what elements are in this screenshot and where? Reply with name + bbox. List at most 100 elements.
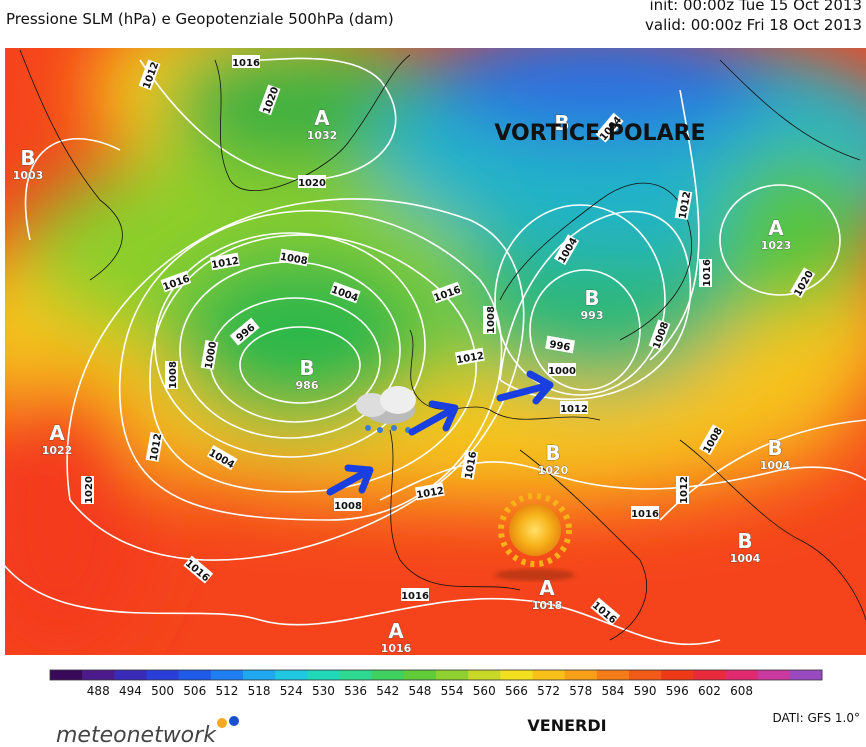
- isobar-label-box: [165, 361, 178, 389]
- isobar-label-text: 1012: [679, 476, 690, 504]
- isobar-label-box: [209, 252, 240, 271]
- isobar-label: 1016: [401, 588, 429, 602]
- colorbar-tick-label: 590: [634, 684, 657, 698]
- colorbar-tick-label: 596: [666, 684, 689, 698]
- colorbar-tick-label: 566: [505, 684, 528, 698]
- center-symbol: A: [768, 216, 784, 240]
- colorbar-segment: [82, 670, 115, 680]
- isobar-label: 1020: [298, 175, 326, 189]
- isobar-label-box: [206, 444, 238, 471]
- colorbar-tick-label: 560: [473, 684, 496, 698]
- center-pressure: 1016: [381, 642, 412, 655]
- colorbar-segment: [275, 670, 308, 680]
- brand: meteonetwork: [56, 723, 217, 747]
- isobar-label-text: 1000: [204, 341, 220, 370]
- isobar-label: 1000: [548, 363, 576, 377]
- colorbar-segment: [661, 670, 694, 680]
- isobar-label: 1008: [165, 361, 179, 389]
- colorbar-tick-label: 554: [441, 684, 464, 698]
- colorbar-segment: [339, 670, 373, 680]
- isobar-label-text: 1012: [678, 191, 694, 220]
- center-pressure: 1023: [761, 239, 792, 252]
- isobar-label-text: 1016: [631, 509, 659, 520]
- colorbar-segment: [436, 670, 469, 680]
- sun-icon: [495, 493, 575, 581]
- colorbar-tick-label: 512: [215, 684, 238, 698]
- isobar-label-text: 1016: [464, 451, 480, 480]
- center-symbol: B: [584, 286, 599, 310]
- isobar-label-box: [454, 347, 485, 366]
- isobar-label-box: [401, 588, 429, 601]
- isobar-label: 1012: [209, 252, 240, 272]
- center-symbol: B: [20, 146, 35, 170]
- colorbar-segment: [789, 670, 823, 680]
- isobar-label-box: [200, 339, 219, 370]
- center-symbol: B: [299, 356, 314, 380]
- isobar-label-text: 1012: [211, 256, 240, 272]
- isobar-label-box: [676, 476, 689, 504]
- isobar-label-text: 1008: [279, 252, 308, 268]
- map: B1003A1032BB986A1022B993A1023B1004B1020B…: [5, 48, 866, 655]
- isobar-label-text: 1012: [560, 404, 588, 415]
- isobar-label-box: [460, 449, 479, 480]
- isobar-label: 1012: [145, 431, 165, 462]
- isobar-label-box: [298, 175, 326, 188]
- isobar-label: 1016: [232, 55, 260, 69]
- brand-dots: [217, 716, 239, 728]
- center-pressure: 1032: [307, 129, 338, 142]
- isobar-label-box: [631, 506, 659, 519]
- isobar-label: 1012: [676, 476, 690, 504]
- colorbar-segment: [243, 670, 276, 680]
- init-time: init: 00:00z Tue 15 Oct 2013: [649, 0, 862, 14]
- isobar-label-box: [138, 59, 161, 91]
- isobar-label-text: 1012: [149, 433, 165, 462]
- isobar-label: 1012: [674, 189, 694, 220]
- center-pressure: 1003: [13, 169, 44, 182]
- colorbar-tick-label: 548: [408, 684, 431, 698]
- isobar-label-text: 1012: [456, 351, 485, 367]
- isobar-label-box: [431, 281, 463, 304]
- center-pressure: 1004: [730, 552, 761, 565]
- isobar-label-box: [545, 335, 576, 354]
- isobar-label: 1020: [81, 476, 95, 504]
- isobar-label-box: [560, 401, 588, 414]
- colorbar-segment: [114, 670, 147, 680]
- colorbar-segment: [500, 670, 533, 680]
- colorbar-tick-label: 530: [312, 684, 335, 698]
- colorbar-tick-label: 494: [119, 684, 142, 698]
- colorbar-tick-label: 500: [151, 684, 174, 698]
- isobar-label-box: [232, 55, 260, 68]
- isobar-label-text: 1016: [401, 591, 429, 602]
- isobar-label-text: 1020: [298, 178, 326, 189]
- center-symbol: A: [49, 421, 65, 445]
- coastlines: [19, 49, 866, 641]
- wind-arrows: [326, 370, 554, 496]
- center-pressure: 1022: [42, 444, 73, 457]
- colorbar-segment: [210, 670, 244, 680]
- isobar-label-box: [590, 597, 621, 626]
- isobar-label: 1016: [631, 506, 659, 520]
- isobar-label-text: 1008: [486, 306, 497, 334]
- center-symbol: B: [737, 529, 752, 553]
- colorbar-tick-label: 584: [601, 684, 624, 698]
- center-symbol: A: [388, 619, 404, 643]
- isobar-label: 1012: [454, 347, 485, 367]
- colorbar-segment: [178, 670, 212, 680]
- isobar-label: 1008: [483, 306, 497, 334]
- isobar-label-box: [183, 555, 214, 584]
- isobar-label: 1012: [560, 401, 588, 415]
- day: VENERDI: [527, 716, 606, 735]
- isobar-label-box: [548, 363, 576, 376]
- isobar-label-box: [553, 234, 580, 266]
- isobar-label-text: 996: [549, 339, 572, 353]
- isobar-label-box: [81, 476, 94, 504]
- center-symbol: B: [545, 441, 560, 465]
- isobar-label-box: [699, 259, 712, 287]
- isobar-label: 996: [545, 335, 576, 354]
- center-symbol: A: [539, 576, 555, 600]
- center-symbol: B: [554, 111, 569, 135]
- colorbar-segment: [596, 670, 630, 680]
- colorbar-segment: [50, 670, 83, 680]
- title: Pressione SLM (hPa) e Geopotenziale 500h…: [6, 10, 394, 28]
